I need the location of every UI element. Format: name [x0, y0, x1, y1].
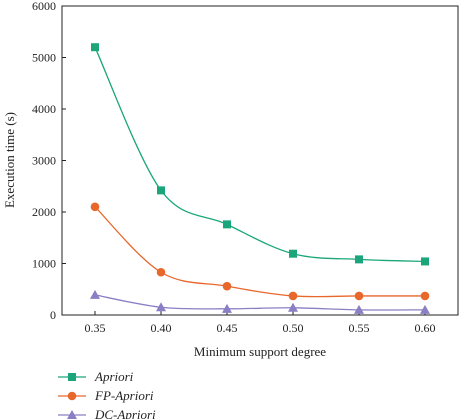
data-point — [288, 291, 298, 301]
legend-marker — [68, 373, 76, 381]
legend-item: FP-Apriori — [58, 388, 154, 403]
data-point — [288, 302, 298, 312]
y-tick-label: 3000 — [32, 154, 56, 168]
data-point — [354, 304, 364, 314]
data-point — [91, 43, 99, 52]
legend-label: DC-Apriori — [94, 407, 156, 419]
series-apriori — [91, 43, 429, 266]
legend-marker — [67, 391, 77, 401]
x-tick-label: 0.55 — [349, 321, 370, 335]
data-point — [421, 257, 429, 266]
x-tick-label: 0.50 — [283, 321, 304, 335]
data-point — [222, 281, 232, 291]
series-line — [94, 46, 426, 263]
plot-frame — [61, 5, 459, 316]
y-tick-label: 6000 — [32, 0, 56, 13]
x-tick-label: 0.60 — [415, 321, 436, 335]
series-fp-apriori — [90, 202, 430, 301]
y-tick-label: 4000 — [32, 102, 56, 116]
legend-item: DC-Apriori — [58, 407, 156, 419]
data-point — [223, 220, 231, 229]
legend-label: FP-Apriori — [94, 388, 154, 403]
series-layer — [90, 43, 430, 314]
x-axis-label: Minimum support degree — [194, 344, 326, 359]
data-point — [90, 202, 100, 212]
x-tick-label: 0.40 — [151, 321, 172, 335]
data-point — [420, 304, 430, 314]
x-axis: 0.35 0.40 0.45 0.50 0.55 0.60 — [85, 311, 436, 335]
x-tick-label: 0.45 — [217, 321, 238, 335]
y-tick-label: 2000 — [32, 205, 56, 219]
series-line — [94, 206, 425, 298]
data-point — [157, 186, 165, 195]
data-point — [156, 267, 166, 277]
series-dc-apriori — [90, 289, 430, 314]
y-tick-label: 1000 — [32, 257, 56, 271]
legend-label: Apriori — [94, 369, 134, 384]
data-point — [420, 291, 430, 301]
series-line — [94, 294, 426, 311]
y-tick-label: 0 — [50, 308, 56, 322]
data-point — [289, 249, 297, 258]
legend-item: Apriori — [58, 369, 134, 384]
data-point — [355, 255, 363, 264]
legend: Apriori FP-Apriori DC-Apriori — [58, 369, 156, 419]
data-point — [354, 291, 364, 301]
data-point — [90, 289, 100, 299]
y-axis: 0 1000 2000 3000 4000 5000 6000 — [32, 0, 66, 322]
data-point — [222, 303, 232, 313]
x-tick-label: 0.35 — [85, 321, 106, 335]
data-point — [156, 302, 166, 312]
y-axis-label: Execution time (s) — [2, 112, 17, 208]
y-tick-label: 5000 — [32, 51, 56, 65]
legend-marker — [67, 410, 77, 419]
